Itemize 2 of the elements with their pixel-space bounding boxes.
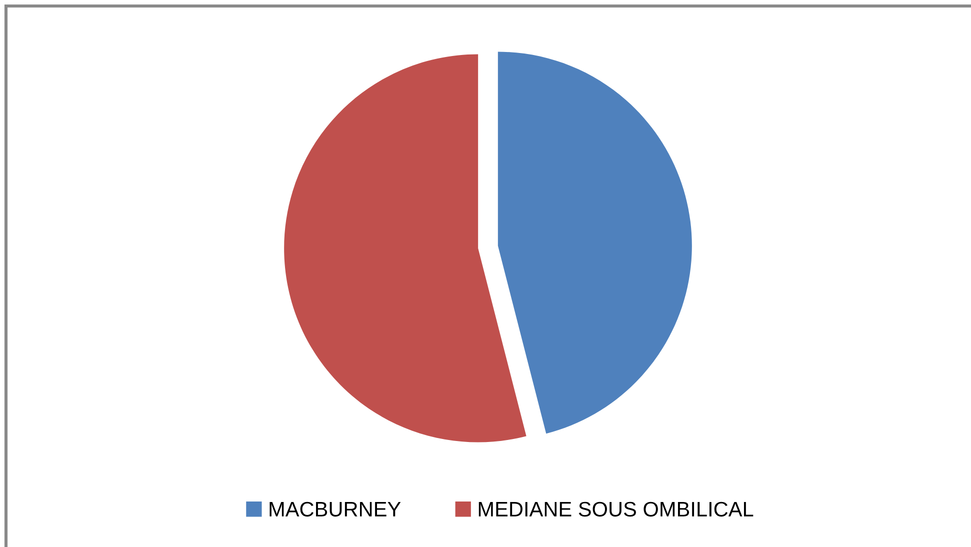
legend-label: MACBURNEY [270,502,401,517]
legend-label: MEDIANE SOUS OMBILICAL [478,502,754,517]
